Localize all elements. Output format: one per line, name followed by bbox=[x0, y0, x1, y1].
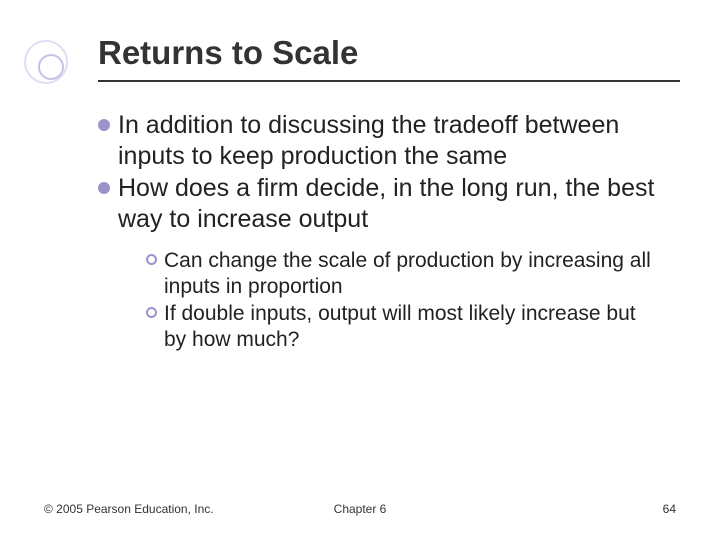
decor-circle-inner bbox=[38, 54, 64, 80]
circle-bullet-icon bbox=[146, 307, 157, 318]
sub-bullet-item: If double inputs, output will most likel… bbox=[146, 301, 658, 352]
title-underline bbox=[98, 80, 680, 82]
footer-page-number: 64 bbox=[663, 502, 676, 516]
content-area: In addition to discussing the tradeoff b… bbox=[98, 110, 658, 354]
circle-bullet-icon bbox=[146, 254, 157, 265]
footer-chapter: Chapter 6 bbox=[334, 502, 387, 516]
bullet-item: In addition to discussing the tradeoff b… bbox=[98, 110, 658, 171]
footer: © 2005 Pearson Education, Inc. Chapter 6… bbox=[44, 502, 676, 516]
slide: Returns to Scale In addition to discussi… bbox=[0, 0, 720, 540]
sub-bullet-text: Can change the scale of production by in… bbox=[164, 248, 658, 299]
disc-bullet-icon bbox=[98, 119, 110, 131]
slide-title: Returns to Scale bbox=[98, 34, 358, 72]
sub-bullets: Can change the scale of production by in… bbox=[146, 248, 658, 352]
bullet-item: How does a firm decide, in the long run,… bbox=[98, 173, 658, 234]
sub-bullet-item: Can change the scale of production by in… bbox=[146, 248, 658, 299]
disc-bullet-icon bbox=[98, 182, 110, 194]
sub-bullet-text: If double inputs, output will most likel… bbox=[164, 301, 658, 352]
bullet-text: How does a firm decide, in the long run,… bbox=[118, 173, 658, 234]
footer-copyright: © 2005 Pearson Education, Inc. bbox=[44, 502, 214, 516]
bullet-text: In addition to discussing the tradeoff b… bbox=[118, 110, 658, 171]
